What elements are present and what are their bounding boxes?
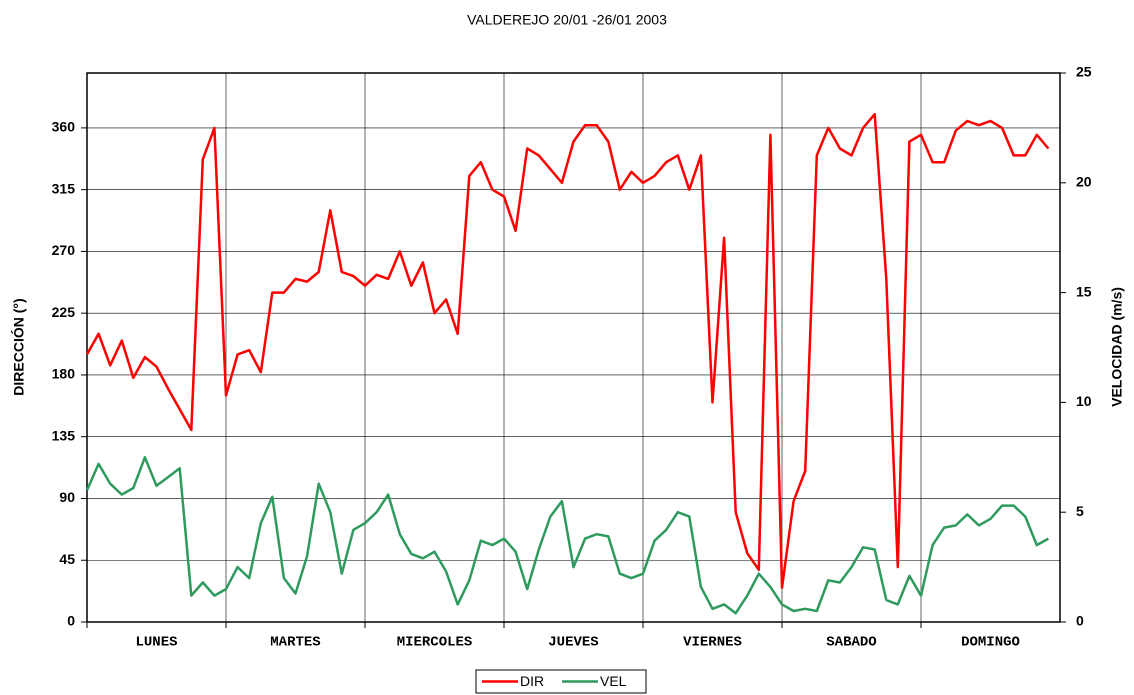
y2-tick-label: 0 bbox=[1076, 613, 1084, 629]
legend-box bbox=[475, 669, 647, 694]
y2-tick-label: 20 bbox=[1076, 174, 1092, 190]
x-tick-label: MIERCOLES bbox=[397, 635, 473, 651]
y2-tick-label: 25 bbox=[1076, 64, 1092, 80]
x-tick-label: VIERNES bbox=[683, 635, 742, 651]
y-tick-label: 90 bbox=[59, 489, 75, 505]
y-tick-label: 135 bbox=[52, 427, 76, 443]
legend-label: VEL bbox=[600, 673, 627, 689]
x-tick-label: MARTES bbox=[270, 635, 320, 651]
y-axis-label: DIRECCIÓN (°) bbox=[10, 298, 27, 395]
chart-title: VALDEREJO 20/01 -26/01 2003 bbox=[467, 12, 667, 28]
y-tick-label: 315 bbox=[52, 180, 76, 196]
x-tick-label: JUEVES bbox=[548, 635, 598, 651]
y-tick-label: 45 bbox=[59, 551, 75, 567]
y-tick-label: 180 bbox=[52, 366, 76, 382]
y2-tick-label: 5 bbox=[1076, 503, 1084, 519]
legend-label: DIR bbox=[520, 673, 544, 689]
y-tick-label: 270 bbox=[52, 242, 76, 258]
x-tick-label: LUNES bbox=[135, 635, 177, 651]
plot-frame bbox=[86, 72, 1061, 623]
y-tick-label: 0 bbox=[67, 613, 75, 629]
x-tick-label: SABADO bbox=[826, 635, 876, 651]
y2-tick-label: 10 bbox=[1076, 393, 1092, 409]
y-tick-label: 225 bbox=[52, 304, 76, 320]
y2-axis-label: VELOCIDAD (m/s) bbox=[1109, 287, 1125, 407]
x-tick-label: DOMINGO bbox=[961, 635, 1020, 651]
y2-tick-label: 15 bbox=[1076, 283, 1092, 299]
data-line bbox=[85, 456, 1050, 615]
data-line bbox=[85, 112, 1050, 589]
y-tick-label: 360 bbox=[52, 119, 76, 135]
